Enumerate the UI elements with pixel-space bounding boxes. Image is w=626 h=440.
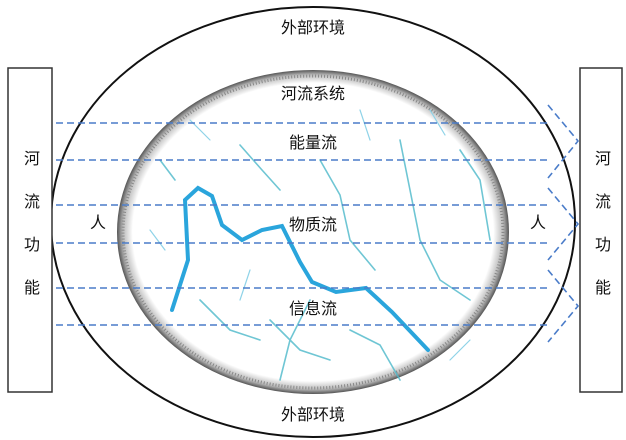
river-system-ellipse	[117, 70, 509, 394]
flow-label: 信息流	[288, 299, 338, 318]
river-function-label: 河流功能	[592, 150, 611, 322]
right-function-box	[579, 67, 623, 393]
river-network	[149, 109, 491, 381]
river-system-label: 河流系统	[280, 84, 346, 103]
people-label: 人	[89, 213, 107, 232]
outer-environment-label: 外部环境	[280, 18, 346, 37]
left-function-box	[7, 67, 53, 393]
river-function-label: 河流功能	[21, 150, 40, 322]
outer-environment-label: 外部环境	[280, 405, 346, 424]
flow-label: 物质流	[288, 215, 338, 234]
river-system-rim	[121, 74, 505, 390]
people-label: 人	[529, 213, 547, 232]
flow-label: 能量流	[288, 133, 338, 152]
flow-bands	[56, 104, 580, 343]
